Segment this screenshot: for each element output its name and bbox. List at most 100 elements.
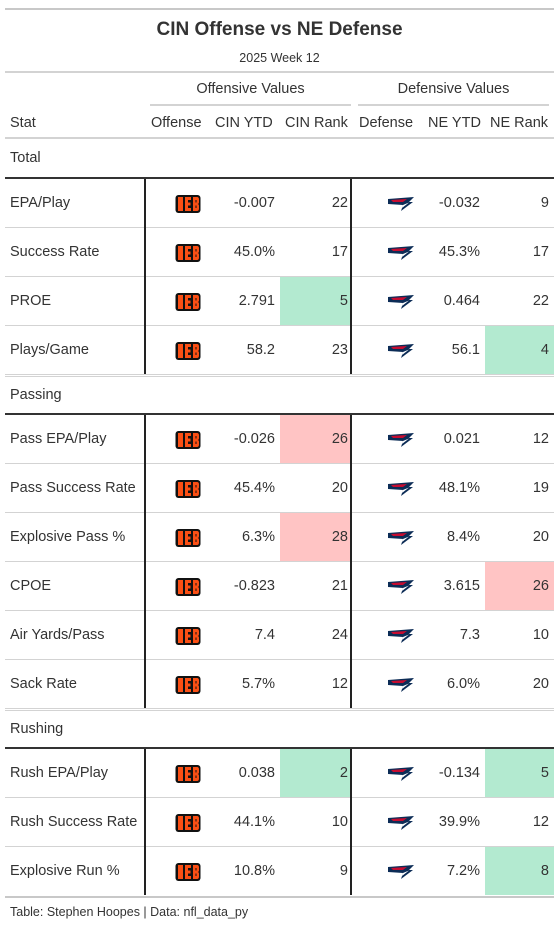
offense-divider xyxy=(144,179,146,374)
cin-ytd-value: 58.2 xyxy=(246,342,275,358)
cin-rank-value: 12 xyxy=(331,676,348,692)
cin-rank-value: 2 xyxy=(339,765,348,781)
ne-ytd-value: 3.615 xyxy=(443,578,480,594)
bengals-logo-icon xyxy=(175,194,201,218)
column-header-cin-ytd: CIN YTD xyxy=(215,115,273,131)
spanner-defensive-line xyxy=(358,104,549,106)
cin-ytd-value: 6.3% xyxy=(241,529,275,545)
patriots-logo-icon xyxy=(387,864,415,884)
stat-name: Success Rate xyxy=(10,244,100,260)
table-row: Air Yards/Pass 7.4 24 7.3 10 xyxy=(5,611,554,660)
table-row: Pass Success Rate 45.4% 20 48.1% 19 xyxy=(5,464,554,513)
table-title: CIN Offense vs NE Defense xyxy=(156,19,403,40)
ne-rank-value: 12 xyxy=(532,431,549,447)
bengals-logo-icon xyxy=(175,479,201,503)
table-row: Sack Rate 5.7% 12 6.0% 20 xyxy=(5,660,554,709)
bengals-logo-icon xyxy=(175,675,201,699)
stat-name: Sack Rate xyxy=(10,676,77,692)
cin-rank-value: 5 xyxy=(339,293,348,309)
top-rule xyxy=(5,8,554,10)
ne-rank-value: 26 xyxy=(532,578,549,594)
group-label: Rushing xyxy=(10,721,64,737)
column-header-stat: Stat xyxy=(10,115,36,131)
row-rule xyxy=(5,463,554,464)
table-row: EPA/Play -0.007 22 -0.032 9 xyxy=(5,179,554,228)
table-row: Pass EPA/Play -0.026 26 0.021 12 xyxy=(5,415,554,464)
row-rule xyxy=(5,610,554,611)
stat-name: Explosive Pass % xyxy=(10,529,126,545)
row-rule xyxy=(5,561,554,562)
patriots-logo-icon xyxy=(387,343,415,363)
cin-rank-value: 23 xyxy=(331,342,348,358)
bengals-logo-icon xyxy=(175,292,201,316)
cin-ytd-value: 2.791 xyxy=(238,293,275,309)
table-row: Rush EPA/Play 0.038 2 -0.134 5 xyxy=(5,749,554,798)
ne-ytd-value: 56.1 xyxy=(451,342,480,358)
bengals-logo-icon xyxy=(175,430,201,454)
bengals-logo-icon xyxy=(175,813,201,837)
cin-ytd-value: -0.026 xyxy=(233,431,275,447)
cin-rank-highlight xyxy=(280,415,351,463)
column-header-ne-ytd: NE YTD xyxy=(428,115,481,131)
patriots-logo-icon xyxy=(387,432,415,452)
table-row: PROE 2.791 5 0.464 22 xyxy=(5,277,554,326)
table-row: Explosive Pass % 6.3% 28 8.4% 20 xyxy=(5,513,554,562)
ne-ytd-value: -0.032 xyxy=(438,195,480,211)
ne-rank-highlight xyxy=(485,749,554,797)
cin-rank-value: 21 xyxy=(331,578,348,594)
ne-rank-value: 20 xyxy=(532,676,549,692)
cin-ytd-value: 45.0% xyxy=(233,244,275,260)
ne-ytd-value: 7.3 xyxy=(459,627,480,643)
group-label: Total xyxy=(10,150,41,166)
ne-rank-value: 10 xyxy=(532,627,549,643)
stat-name: Rush Success Rate xyxy=(10,814,138,830)
cin-rank-value: 17 xyxy=(331,244,348,260)
stat-name: EPA/Play xyxy=(10,195,71,211)
cin-rank-highlight xyxy=(280,749,351,797)
stat-name: Rush EPA/Play xyxy=(10,765,109,781)
patriots-logo-icon xyxy=(387,815,415,835)
patriots-logo-icon xyxy=(387,245,415,265)
cin-ytd-value: -0.007 xyxy=(233,195,275,211)
stat-name: PROE xyxy=(10,293,52,309)
stat-name: Plays/Game xyxy=(10,342,89,358)
offense-divider xyxy=(144,415,146,708)
cin-ytd-value: 7.4 xyxy=(254,627,275,643)
ne-ytd-value: 6.0% xyxy=(446,676,480,692)
stat-name: Pass Success Rate xyxy=(10,480,136,496)
ne-rank-value: 12 xyxy=(532,814,549,830)
cin-rank-highlight xyxy=(280,513,351,561)
ne-ytd-value: 8.4% xyxy=(446,529,480,545)
ne-ytd-value: 0.464 xyxy=(443,293,480,309)
cin-ytd-value: -0.823 xyxy=(233,578,275,594)
ne-ytd-value: 48.1% xyxy=(438,480,480,496)
ne-ytd-value: -0.134 xyxy=(438,765,480,781)
table-row: Rush Success Rate 44.1% 10 39.9% 12 xyxy=(5,798,554,847)
ne-rank-value: 5 xyxy=(540,765,549,781)
cin-rank-value: 26 xyxy=(331,431,348,447)
ne-rank-value: 19 xyxy=(532,480,549,496)
bengals-logo-icon xyxy=(175,862,201,886)
group-label: Passing xyxy=(10,387,62,403)
row-rule xyxy=(5,846,554,847)
row-rule xyxy=(5,659,554,660)
patriots-logo-icon xyxy=(387,677,415,697)
cin-rank-highlight xyxy=(280,277,351,325)
header-rule xyxy=(5,71,554,73)
patriots-logo-icon xyxy=(387,481,415,501)
ne-rank-value: 17 xyxy=(532,244,549,260)
patriots-logo-icon xyxy=(387,628,415,648)
group-top-rule xyxy=(5,376,554,377)
bengals-logo-icon xyxy=(175,626,201,650)
ne-rank-value: 4 xyxy=(540,342,549,358)
patriots-logo-icon xyxy=(387,579,415,599)
table-row: Explosive Run % 10.8% 9 7.2% 8 xyxy=(5,847,554,896)
spanner-defensive-values: Defensive Values xyxy=(397,81,510,97)
bengals-logo-icon xyxy=(175,243,201,267)
ne-rank-value: 20 xyxy=(532,529,549,545)
ne-rank-highlight xyxy=(485,562,554,610)
table-row: Success Rate 45.0% 17 45.3% 17 xyxy=(5,228,554,277)
cin-ytd-value: 44.1% xyxy=(233,814,275,830)
column-header-offense: Offense xyxy=(151,115,202,131)
cin-rank-value: 9 xyxy=(339,863,348,879)
